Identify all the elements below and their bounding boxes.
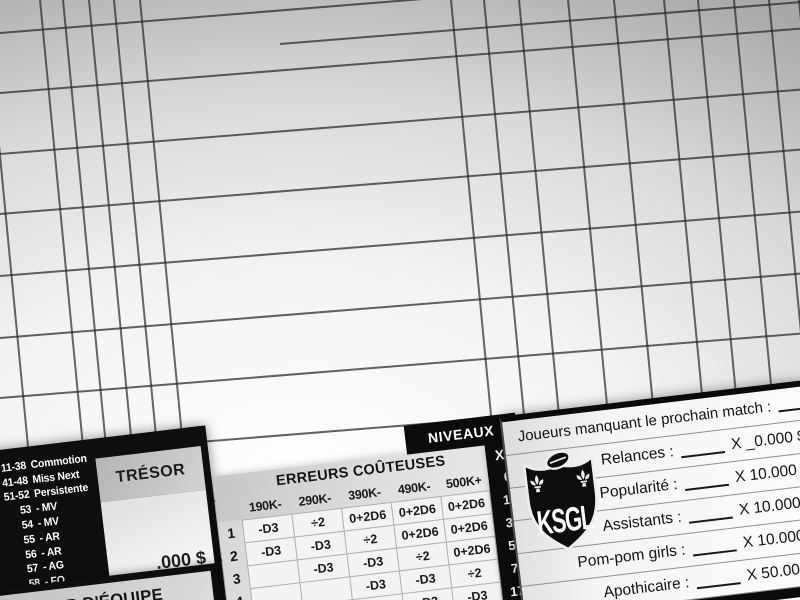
- write-in-blank: [687, 505, 733, 524]
- write-in-blank: [683, 472, 730, 491]
- expensive-mistakes-table: ERREURS COÛTEUSES 190K- 290K- 390K- 490K…: [212, 444, 507, 600]
- fleur-de-lis-icon: [530, 475, 544, 493]
- ksgl-shield-logo: KSGL: [522, 450, 598, 551]
- injury-result: - AR: [40, 544, 63, 560]
- cost-amount: X 10.000 $: [741, 526, 800, 552]
- sheet-bottom-panels: 11-38 Commotion 41-48 Miss Next 51-52 Persi…: [0, 309, 800, 600]
- roll-label: 2: [220, 542, 248, 569]
- write-in-blank: [679, 439, 726, 458]
- cost-label: Popularité :: [598, 475, 679, 503]
- roll-label: 1: [217, 519, 245, 546]
- logo-text: KSGL: [535, 499, 596, 543]
- cost-amount: X 10.000 $: [738, 493, 800, 519]
- write-in-blank: [777, 396, 800, 413]
- cost-amount: X _0.000 $: [730, 427, 800, 454]
- injury-result: - MV: [37, 515, 60, 530]
- cost-label: Apothicaire :: [602, 574, 691, 600]
- injury-result: - MV: [35, 500, 58, 516]
- cost-label: Relances :: [599, 443, 675, 469]
- write-in-blank: [695, 570, 741, 589]
- roll-label: 4: [225, 588, 253, 600]
- write-in-blank: [691, 537, 737, 557]
- cost-label: Assistants :: [601, 508, 683, 535]
- injury-result: - AG: [42, 559, 65, 575]
- roll-label: 3: [223, 565, 250, 592]
- fleur-de-lis-icon: [576, 469, 590, 487]
- cost-amount: X 50.000 $: [745, 558, 800, 585]
- cost-amount: X 10.000 $: [734, 460, 800, 486]
- match-costs-panel: Joueurs manquant le prochain match : Rel…: [499, 380, 800, 600]
- injury-result: - AR: [38, 530, 61, 545]
